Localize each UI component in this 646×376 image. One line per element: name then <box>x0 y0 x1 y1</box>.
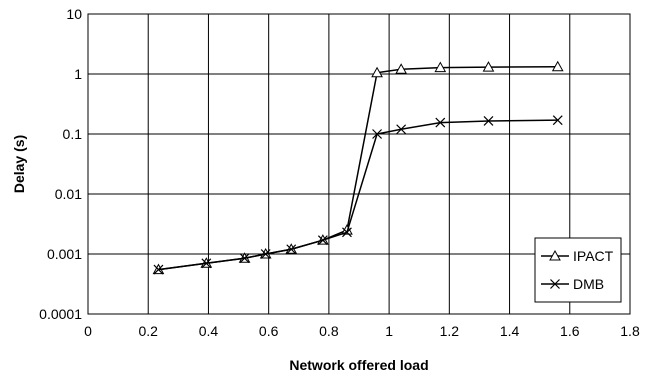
legend-item-ipact: IPACT <box>541 248 614 264</box>
y-tick-label: 10 <box>66 6 82 22</box>
data-point <box>342 227 352 238</box>
y-tick-label: 0.001 <box>47 246 82 262</box>
x-tick-label: 0.2 <box>138 323 158 339</box>
legend-box <box>534 237 622 303</box>
data-point <box>153 264 164 275</box>
x-axis-title: Network offered load <box>289 357 428 373</box>
legend-label: IPACT <box>573 248 614 264</box>
data-point <box>371 66 383 78</box>
y-tick-label: 0.0001 <box>39 306 82 322</box>
legend-label: DMB <box>573 276 604 292</box>
x-tick-label: 1 <box>385 323 393 339</box>
x-tick-label: 1.4 <box>500 323 520 339</box>
legend-item-dmb: DMB <box>541 276 604 292</box>
data-point <box>286 244 297 255</box>
data-point <box>434 61 447 73</box>
data-point <box>482 61 495 72</box>
y-tick-label: 1 <box>74 66 82 82</box>
series-line <box>158 66 558 271</box>
x-tick-label: 1.8 <box>620 323 640 339</box>
data-point <box>396 124 407 135</box>
data-point <box>551 60 564 72</box>
data-point <box>317 235 328 246</box>
legend-marker <box>549 249 561 261</box>
x-tick-label: 0.8 <box>319 323 339 339</box>
x-tick-label: 1.6 <box>560 323 580 339</box>
x-tick-label: 0 <box>84 323 92 339</box>
plot-area <box>87 13 631 315</box>
data-point <box>239 253 250 264</box>
y-tick-label: 0.1 <box>63 126 83 142</box>
series-layer <box>152 60 564 275</box>
y-axis-title: Delay (s) <box>11 135 27 193</box>
data-point <box>483 116 494 126</box>
data-point <box>435 117 446 128</box>
x-tick-label: 0.4 <box>199 323 219 339</box>
legend-marker <box>550 279 560 289</box>
series-line <box>158 119 558 271</box>
data-point <box>260 249 271 259</box>
series-ipact <box>152 60 564 275</box>
legend: IPACT DMB <box>534 237 622 303</box>
y-axis-tick-labels: 10 1 0.1 0.01 0.001 0.0001 <box>39 6 82 322</box>
data-point <box>552 115 563 126</box>
data-point <box>201 258 212 269</box>
data-point <box>372 129 382 139</box>
x-tick-label: 1.2 <box>440 323 460 339</box>
y-tick-label: 0.01 <box>55 186 82 202</box>
x-axis-tick-labels: 0 0.2 0.4 0.6 0.8 1 1.2 1.4 1.6 1.8 <box>84 323 640 339</box>
x-tick-label: 0.6 <box>259 323 279 339</box>
data-point <box>395 63 408 74</box>
series-dmb <box>153 115 563 275</box>
